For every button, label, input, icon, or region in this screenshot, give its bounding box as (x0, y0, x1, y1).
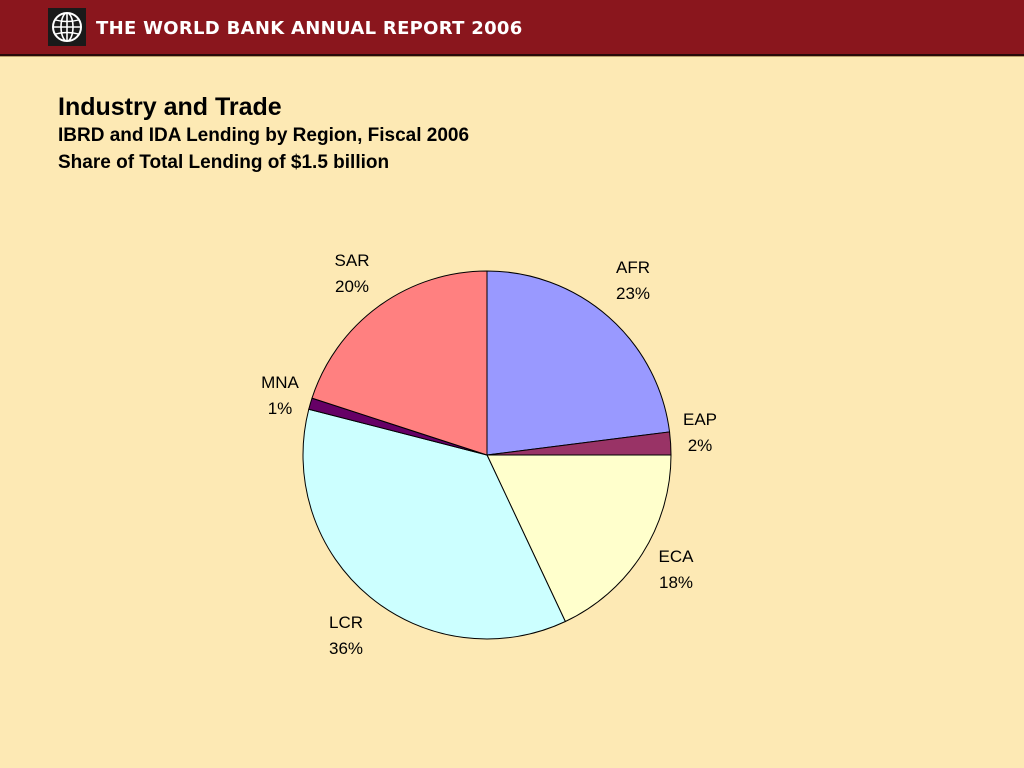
slice-label-afr: AFR (616, 258, 650, 277)
globe-icon (52, 12, 82, 42)
slice-value-afr: 23% (616, 284, 650, 303)
chart-titles: Industry and Trade IBRD and IDA Lending … (58, 92, 469, 176)
slice-label-eap: EAP (683, 410, 717, 429)
chart-subtitle: IBRD and IDA Lending by Region, Fiscal 2… (58, 125, 470, 146)
slice-label-lcr: LCR (329, 613, 363, 632)
slice-value-lcr: 36% (329, 639, 363, 658)
slice-label-eca: ECA (659, 547, 695, 566)
header-divider (0, 56, 1024, 57)
slice-label-sar: SAR (335, 251, 370, 270)
header-title: THE WORLD BANK ANNUAL REPORT 2006 (96, 18, 523, 39)
slice-value-sar: 20% (335, 277, 369, 296)
header-bar: THE WORLD BANK ANNUAL REPORT 2006 (0, 0, 1024, 56)
pie-slice-eca (486, 454, 672, 623)
slice-value-eap: 2% (688, 436, 713, 455)
chart-subtitle-total: Share of Total Lending of $1.5 billion (58, 152, 390, 173)
slice-value-mna: 1% (268, 399, 293, 418)
pie-slice-sar (311, 270, 488, 456)
pie-slice-lcr (302, 408, 567, 640)
slice-label-mna: MNA (261, 373, 299, 392)
slice-value-eca: 18% (659, 573, 693, 592)
world-bank-logo (48, 8, 86, 46)
pie-slice-afr (486, 270, 671, 456)
chart-title: Industry and Trade (58, 93, 282, 121)
